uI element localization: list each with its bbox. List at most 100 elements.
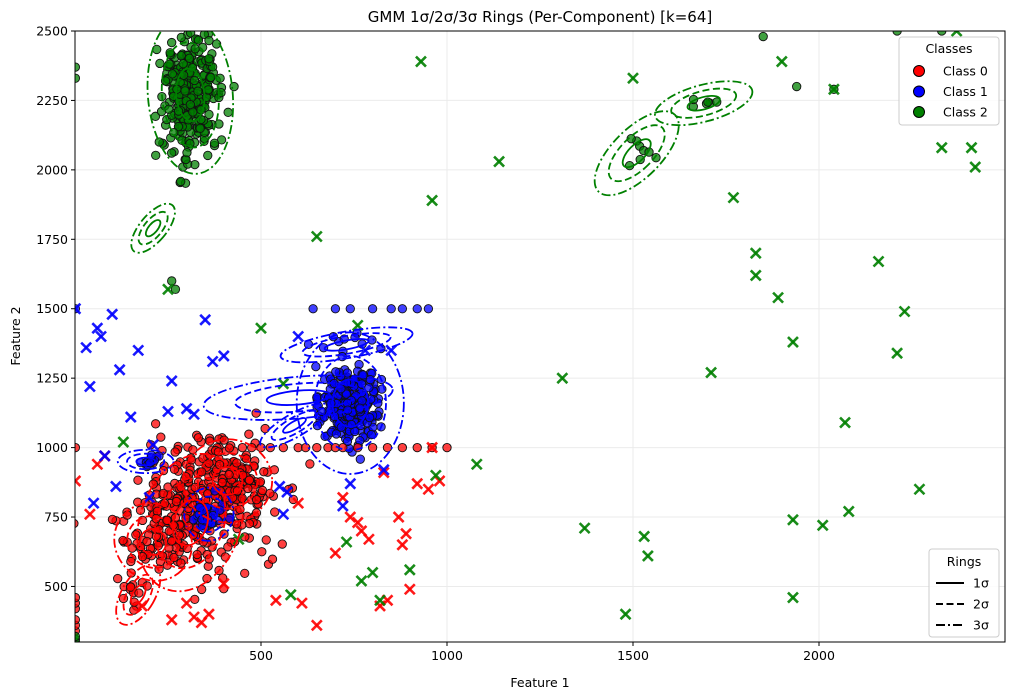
point-class-2 bbox=[206, 72, 216, 83]
x-marker-stroke bbox=[396, 538, 409, 551]
x-marker-stroke bbox=[340, 536, 353, 548]
point-class-1 bbox=[366, 430, 377, 440]
point-class-2 bbox=[190, 44, 200, 54]
point-class-1 bbox=[331, 429, 341, 439]
x-marker-stroke bbox=[180, 597, 193, 610]
x-tick-label: 2000 bbox=[803, 648, 835, 663]
point-class-0 bbox=[170, 447, 180, 457]
ring-3-sigma bbox=[130, 202, 176, 254]
point-class-2 bbox=[184, 53, 195, 63]
x-marker-stroke bbox=[281, 486, 293, 498]
point-class-2 bbox=[193, 86, 203, 96]
y-axis-label: Feature 2 bbox=[8, 306, 23, 365]
gmm-component-class-2 bbox=[130, 202, 176, 254]
x-marker-stroke bbox=[954, 31, 963, 37]
y-tick-label: 500 bbox=[44, 579, 68, 594]
legend-classes-title: Classes bbox=[925, 41, 972, 56]
x-marker-class-2 bbox=[415, 55, 427, 68]
x-marker-stroke bbox=[426, 441, 439, 454]
legend-ring-label: 1σ bbox=[973, 576, 989, 591]
ring-1-sigma bbox=[175, 67, 206, 123]
x-marker-class-0 bbox=[217, 577, 230, 590]
ring-1-sigma bbox=[211, 466, 244, 496]
x-marker-stroke bbox=[839, 416, 851, 429]
point-class-0 bbox=[442, 442, 452, 453]
point-class-2 bbox=[182, 147, 192, 158]
gmm-component-class-2 bbox=[593, 110, 680, 197]
x-marker-class-0 bbox=[392, 511, 405, 523]
x-marker-stroke bbox=[91, 322, 104, 335]
point-class-2 bbox=[176, 176, 186, 187]
point-class-0 bbox=[267, 554, 278, 564]
gmm-component-class-0 bbox=[181, 438, 274, 524]
x-marker-stroke bbox=[165, 613, 178, 626]
point-class-2 bbox=[215, 73, 225, 83]
x-marker-stroke bbox=[377, 463, 390, 476]
ring-1-sigma bbox=[265, 389, 331, 406]
x-marker-class-2 bbox=[578, 522, 591, 535]
x-marker-stroke bbox=[913, 483, 926, 496]
gmm-component-class-0 bbox=[113, 502, 193, 582]
x-marker-class-2 bbox=[117, 436, 130, 448]
x-marker-stroke bbox=[775, 55, 788, 68]
x-marker-stroke bbox=[255, 322, 267, 335]
point-class-0 bbox=[223, 542, 233, 552]
ring-1-sigma bbox=[135, 456, 156, 467]
point-class-0 bbox=[126, 556, 136, 567]
x-marker-class-2 bbox=[470, 458, 483, 471]
x-marker-stroke bbox=[411, 477, 424, 490]
x-marker-class-1 bbox=[206, 355, 219, 368]
point-class-1 bbox=[397, 304, 408, 314]
ring-2-sigma bbox=[234, 381, 363, 414]
x-marker-stroke bbox=[292, 497, 305, 510]
ring-3-sigma bbox=[183, 486, 235, 542]
legend-label-class-2: Class 2 bbox=[943, 105, 988, 120]
point-class-1 bbox=[341, 389, 352, 399]
point-class-2 bbox=[204, 35, 214, 46]
x-marker-class-0 bbox=[377, 466, 390, 479]
x-marker-stroke bbox=[374, 594, 386, 607]
plot-area: 500 1000 1500 2000 500 750 1000 1250 1500 1750 200… bbox=[36, 24, 1006, 663]
x-marker-stroke bbox=[749, 269, 762, 282]
x-marker-class-1 bbox=[344, 477, 357, 490]
gmm-component-class-2 bbox=[146, 31, 235, 175]
x-marker-stroke bbox=[110, 480, 122, 493]
y-tick-label: 2500 bbox=[36, 24, 68, 39]
x-marker-class-2 bbox=[310, 230, 323, 243]
x-marker-stroke bbox=[429, 469, 442, 482]
x-marker-stroke bbox=[403, 583, 416, 596]
x-marker-class-2 bbox=[619, 608, 632, 621]
point-class-0 bbox=[261, 535, 271, 545]
x-marker-class-1 bbox=[273, 480, 286, 493]
point-class-0 bbox=[142, 536, 152, 547]
ring-2-sigma bbox=[313, 355, 387, 452]
x-marker-class-2 bbox=[935, 141, 948, 154]
point-class-2 bbox=[164, 104, 174, 114]
x-marker-stroke bbox=[470, 458, 483, 471]
point-class-2 bbox=[203, 85, 213, 95]
x-marker-class-0 bbox=[426, 441, 439, 454]
x-marker-stroke bbox=[385, 344, 398, 357]
x-marker-class-1 bbox=[91, 322, 104, 335]
point-class-0 bbox=[197, 584, 207, 595]
x-marker-stroke bbox=[827, 83, 840, 96]
x-marker-stroke bbox=[329, 547, 342, 560]
x-marker-stroke bbox=[217, 350, 230, 362]
x-marker-stroke bbox=[83, 508, 96, 521]
ring-2-sigma bbox=[154, 475, 227, 570]
x-marker-class-1 bbox=[143, 491, 156, 504]
x-marker-class-0 bbox=[165, 613, 178, 626]
point-class-1 bbox=[342, 436, 353, 447]
x-marker-class-2 bbox=[950, 31, 963, 37]
legend-rings-title: Rings bbox=[947, 554, 982, 569]
x-marker-class-1 bbox=[83, 380, 96, 393]
x-marker-stroke bbox=[344, 477, 357, 490]
point-class-0 bbox=[251, 495, 262, 505]
gmm-component-class-0 bbox=[115, 563, 162, 626]
x-marker-stroke bbox=[641, 549, 654, 562]
x-marker-stroke bbox=[162, 405, 174, 418]
point-class-0 bbox=[397, 442, 408, 453]
point-class-1 bbox=[423, 304, 434, 314]
axes-frame bbox=[74, 30, 1006, 643]
x-marker-class-2 bbox=[787, 513, 799, 526]
